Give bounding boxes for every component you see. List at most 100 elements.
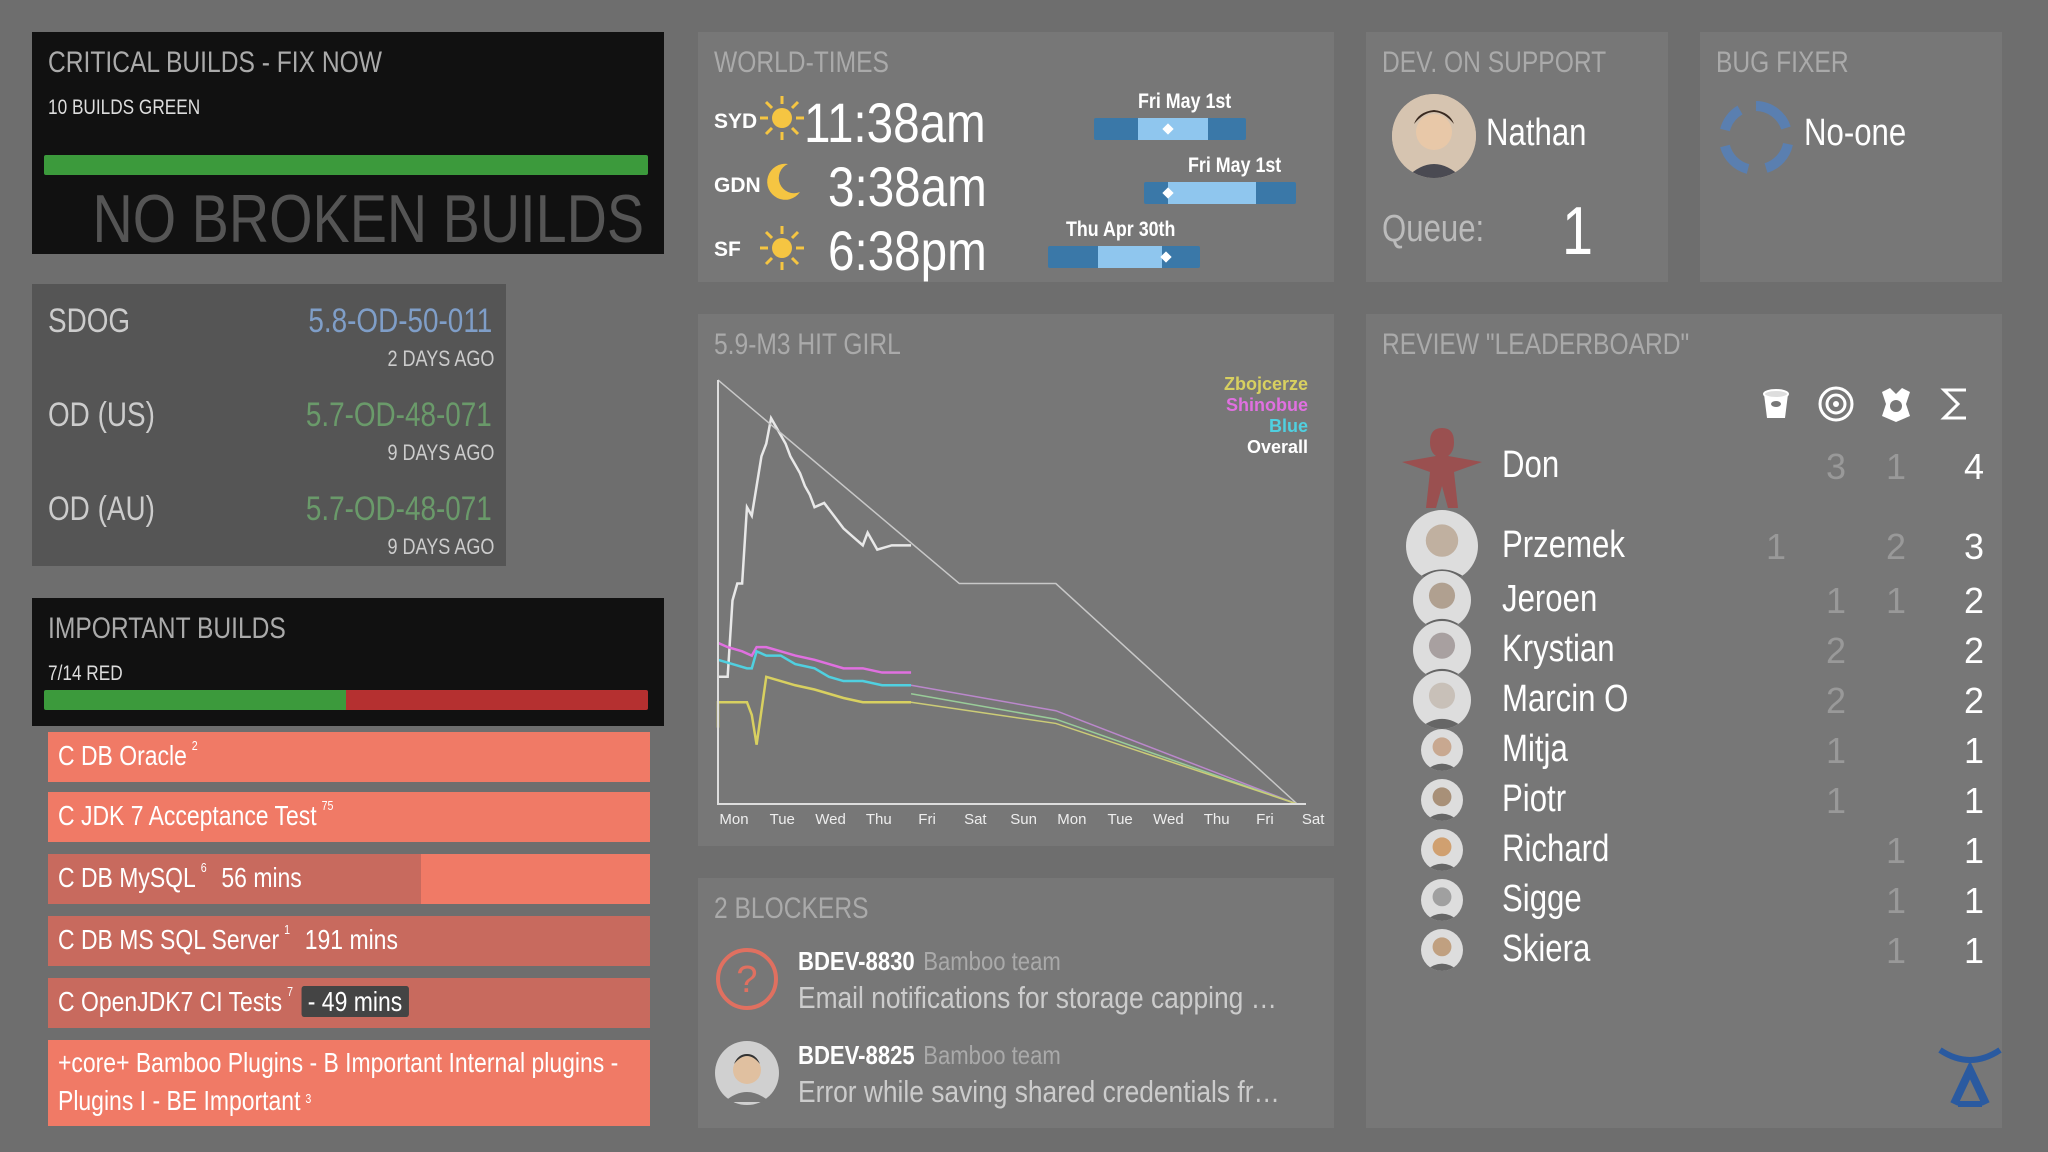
build-fail-count: 7 bbox=[287, 984, 294, 999]
avatar bbox=[1421, 779, 1463, 821]
day-timeline-bar bbox=[1144, 182, 1296, 204]
series-line-zbojcerze bbox=[716, 675, 912, 745]
x-tick-label: Fri bbox=[918, 811, 936, 828]
x-tick-label: Thu bbox=[866, 811, 892, 828]
leaderboard-row: Krystian 2 2 bbox=[1366, 621, 2002, 679]
blockers-title: 2 BLOCKERS bbox=[714, 892, 869, 925]
queue-label: Queue: bbox=[1382, 208, 1485, 250]
leaderboard-row: Mitja 1 1 bbox=[1366, 726, 2002, 776]
important-builds-title: IMPORTANT BUILDS bbox=[48, 612, 286, 645]
chart-axis bbox=[717, 380, 1306, 805]
build-duration: 56 mins bbox=[221, 862, 302, 893]
burndown-chart: Mon Tue Wed Thu Fri Sat Sun Mon Tue Wed Thu Fri Sat … bbox=[716, 374, 1325, 828]
critical-builds-panel: CRITICAL BUILDS - FIX NOW 10 BUILDS GREE… bbox=[32, 32, 664, 257]
x-tick-label: Mon bbox=[1057, 811, 1086, 828]
day-timeline-bar bbox=[1048, 246, 1200, 268]
score-total: 4 bbox=[1963, 446, 1985, 487]
series-line-trend1 bbox=[910, 684, 1298, 805]
build-name: +core+ Bamboo Plugins - B Important Inte… bbox=[58, 1047, 619, 1116]
build-item[interactable]: C DB MS SQL Server 1 191 mins bbox=[48, 916, 650, 966]
world-times-panel: WORLD-TIMES SYD 11:38am Fri May 1st GDN … bbox=[698, 32, 1334, 282]
score-total: 2 bbox=[1963, 630, 1985, 671]
score-target: 2 bbox=[1825, 680, 1847, 721]
score-total: 1 bbox=[1963, 730, 1985, 771]
world-time-row-gdn: GDN 3:38am Fri May 1st bbox=[714, 154, 1314, 218]
refresh-icon bbox=[1720, 101, 1793, 174]
build-item[interactable]: C OpenJDK7 CI Tests 7 - 49 mins bbox=[48, 978, 650, 1028]
reviewer-name: Skiera bbox=[1502, 928, 1591, 970]
blocker-item[interactable]: BDEV-8825 Bamboo team Error while saving … bbox=[714, 1040, 1314, 1130]
burndown-chart-panel: Mon Tue Wed Thu Fri Sat Sun Mon Tue Wed Thu Fri Sat … bbox=[698, 314, 1334, 846]
deployment-version: 5.8-OD-50-011 bbox=[308, 302, 492, 340]
leaderboard-row: Piotr 1 1 bbox=[1366, 776, 2002, 826]
score-total: 1 bbox=[1963, 880, 1985, 921]
critical-builds-status: 10 BUILDS GREEN bbox=[48, 96, 201, 119]
build-name: C OpenJDK7 CI Tests bbox=[58, 986, 283, 1017]
x-tick-label: Tue bbox=[1107, 811, 1132, 828]
leaderboard-row: Jeroen 1 1 2 bbox=[1366, 571, 2002, 629]
deployment-age: 9 DAYS AGO bbox=[387, 534, 494, 559]
score-badge: 1 bbox=[1885, 830, 1907, 871]
score-target: 1 bbox=[1825, 780, 1847, 821]
build-progress bbox=[48, 854, 422, 904]
blocker-issue-key[interactable]: BDEV-8830 bbox=[798, 946, 915, 976]
score-badge: 1 bbox=[1885, 880, 1907, 921]
review-leaderboard-panel: REVIEW "LEADERBOARD" Don 3 1 4 Przemek 1 2 3 Jer… bbox=[1366, 314, 2002, 1128]
svg-text:?: ? bbox=[736, 959, 757, 1001]
reviewer-name: Piotr bbox=[1502, 778, 1567, 820]
dev-on-support-title: DEV. ON SUPPORT bbox=[1382, 46, 1607, 79]
critical-builds-title: CRITICAL BUILDS - FIX NOW bbox=[48, 46, 382, 79]
legend-entry: Zbojcerze bbox=[1224, 374, 1308, 394]
avatar bbox=[1421, 729, 1463, 771]
score-total: 2 bbox=[1963, 680, 1985, 721]
series-line-trend2 bbox=[910, 693, 1298, 805]
series-line-blue bbox=[717, 649, 912, 687]
avatar bbox=[1392, 94, 1476, 178]
avatar bbox=[1421, 929, 1463, 971]
series-line-ideal bbox=[717, 379, 1298, 805]
blocker-summary: Email notifications for storage capping … bbox=[798, 980, 1277, 1015]
build-item[interactable]: +core+ Bamboo Plugins - B Important Inte… bbox=[48, 1040, 650, 1126]
builds-green-segment bbox=[44, 690, 346, 710]
leaderboard-title: REVIEW "LEADERBOARD" bbox=[1382, 328, 1690, 361]
build-item[interactable]: C DB MySQL 6 56 mins bbox=[48, 854, 650, 904]
reviewer-name: Marcin O bbox=[1502, 678, 1629, 720]
reviewer-name: Richard bbox=[1502, 828, 1610, 870]
build-fail-count: 1 bbox=[284, 922, 291, 937]
builds-red-segment bbox=[346, 690, 648, 710]
score-total: 1 bbox=[1963, 930, 1985, 971]
x-tick-label: Wed bbox=[1153, 811, 1184, 828]
deployment-row-od-us: OD (US) 5.7-OD-48-071 9 DAYS AGO bbox=[32, 378, 506, 472]
support-dev-name: Nathan bbox=[1486, 112, 1587, 154]
deployment-name: SDOG bbox=[48, 302, 131, 340]
score-bucket: 1 bbox=[1765, 526, 1787, 567]
series-line-shinobue bbox=[717, 641, 912, 674]
reviewer-name: Mitja bbox=[1502, 728, 1568, 770]
score-badge: 1 bbox=[1885, 580, 1907, 621]
blocker-item[interactable]: ? BDEV-8830 Bamboo team Email notificatio… bbox=[714, 946, 1314, 1036]
build-item[interactable]: C JDK 7 Acceptance Test 75 bbox=[48, 792, 650, 842]
important-builds-status: 7/14 RED bbox=[48, 662, 123, 685]
avatar bbox=[1402, 428, 1482, 508]
sum-icon bbox=[1940, 388, 1966, 420]
leaderboard-row: Marcin O 2 2 bbox=[1366, 671, 2002, 729]
queue-count: 1 bbox=[1562, 193, 1594, 269]
reviewer-name: Jeroen bbox=[1502, 578, 1598, 620]
avatar bbox=[1406, 510, 1478, 582]
avatar bbox=[715, 1041, 779, 1105]
x-tick-label: Wed bbox=[815, 811, 846, 828]
blocker-team: Bamboo team bbox=[923, 946, 1061, 976]
important-builds-panel: IMPORTANT BUILDS 7/14 RED bbox=[32, 598, 664, 726]
deployment-name: OD (US) bbox=[48, 396, 155, 434]
city-code: SYD bbox=[714, 110, 758, 133]
blocker-issue-key[interactable]: BDEV-8825 bbox=[798, 1040, 915, 1070]
series-line-trend3 bbox=[910, 701, 1298, 805]
build-fail-count: 2 bbox=[191, 738, 198, 753]
build-item[interactable]: C DB Oracle 2 bbox=[48, 732, 650, 782]
leaderboard-row: Don 3 1 4 bbox=[1366, 428, 2002, 508]
no-broken-builds-message: NO BROKEN BUILDS bbox=[92, 181, 645, 257]
avatar bbox=[1413, 571, 1471, 629]
reviewer-name: Przemek bbox=[1502, 524, 1625, 566]
score-total: 2 bbox=[1963, 580, 1985, 621]
build-progress bbox=[48, 916, 650, 966]
